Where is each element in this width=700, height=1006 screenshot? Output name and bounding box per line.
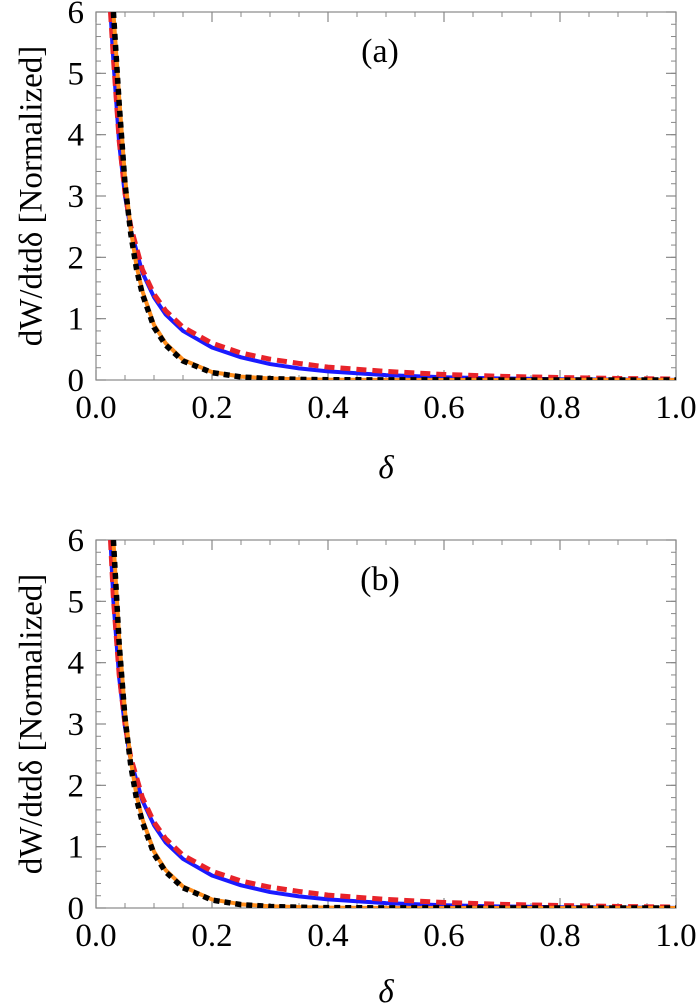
y-tick-label: 3 xyxy=(68,179,85,215)
y-tick-label: 3 xyxy=(68,707,85,743)
x-tick-label: 0.6 xyxy=(423,918,464,954)
y-tick-label: 2 xyxy=(68,240,85,276)
series-line-black xyxy=(110,12,676,380)
x-axis-label: δ xyxy=(378,974,394,1006)
x-tick-label: 1.0 xyxy=(655,918,696,954)
x-tick-label: 0.6 xyxy=(423,390,464,426)
x-tick-label: 0.8 xyxy=(539,918,580,954)
x-tick-label: 0.0 xyxy=(75,918,116,954)
y-tick-label: 5 xyxy=(68,56,85,92)
y-tick-label: 1 xyxy=(68,302,85,338)
y-tick-label: 0 xyxy=(68,891,85,927)
x-tick-label: 0.2 xyxy=(191,390,232,426)
panel-label: (b) xyxy=(360,561,400,598)
x-tick-label: 1.0 xyxy=(655,390,696,426)
x-tick-label: 0.4 xyxy=(307,390,348,426)
y-tick-label: 1 xyxy=(68,830,85,866)
y-axis-label: dW/dtdδ [Normalized] xyxy=(14,46,50,347)
series-line-red xyxy=(108,540,676,908)
series-line-black xyxy=(110,540,676,908)
y-tick-label: 0 xyxy=(68,363,85,399)
x-axis-label: δ xyxy=(378,450,394,486)
chart-panel-b: 0.0 0.2 0.4 0.6 0.8 1.0 0 1 2 3 4 5 6 (b) δ dW/dtdδ [No… xyxy=(14,523,697,1006)
y-tick-label: 5 xyxy=(68,584,85,620)
y-tick-label: 4 xyxy=(68,118,85,154)
panel-label: (a) xyxy=(361,33,399,70)
y-tick-label: 6 xyxy=(68,523,85,559)
x-tick-label: 0.2 xyxy=(191,918,232,954)
y-tick-label: 2 xyxy=(68,768,85,804)
series-line-red xyxy=(108,12,676,380)
x-tick-label: 0.4 xyxy=(307,918,348,954)
y-tick-label: 6 xyxy=(68,0,85,31)
y-axis-label: dW/dtdδ [Normalized] xyxy=(14,574,50,875)
x-tick-label: 0.8 xyxy=(539,390,580,426)
chart-panel-a: 0.0 0.2 0.4 0.6 0.8 1.0 0 1 2 3 4 5 6 (a) δ dW/dtdδ [No… xyxy=(14,0,697,486)
y-tick-label: 4 xyxy=(68,646,85,682)
x-tick-label: 0.0 xyxy=(75,390,116,426)
